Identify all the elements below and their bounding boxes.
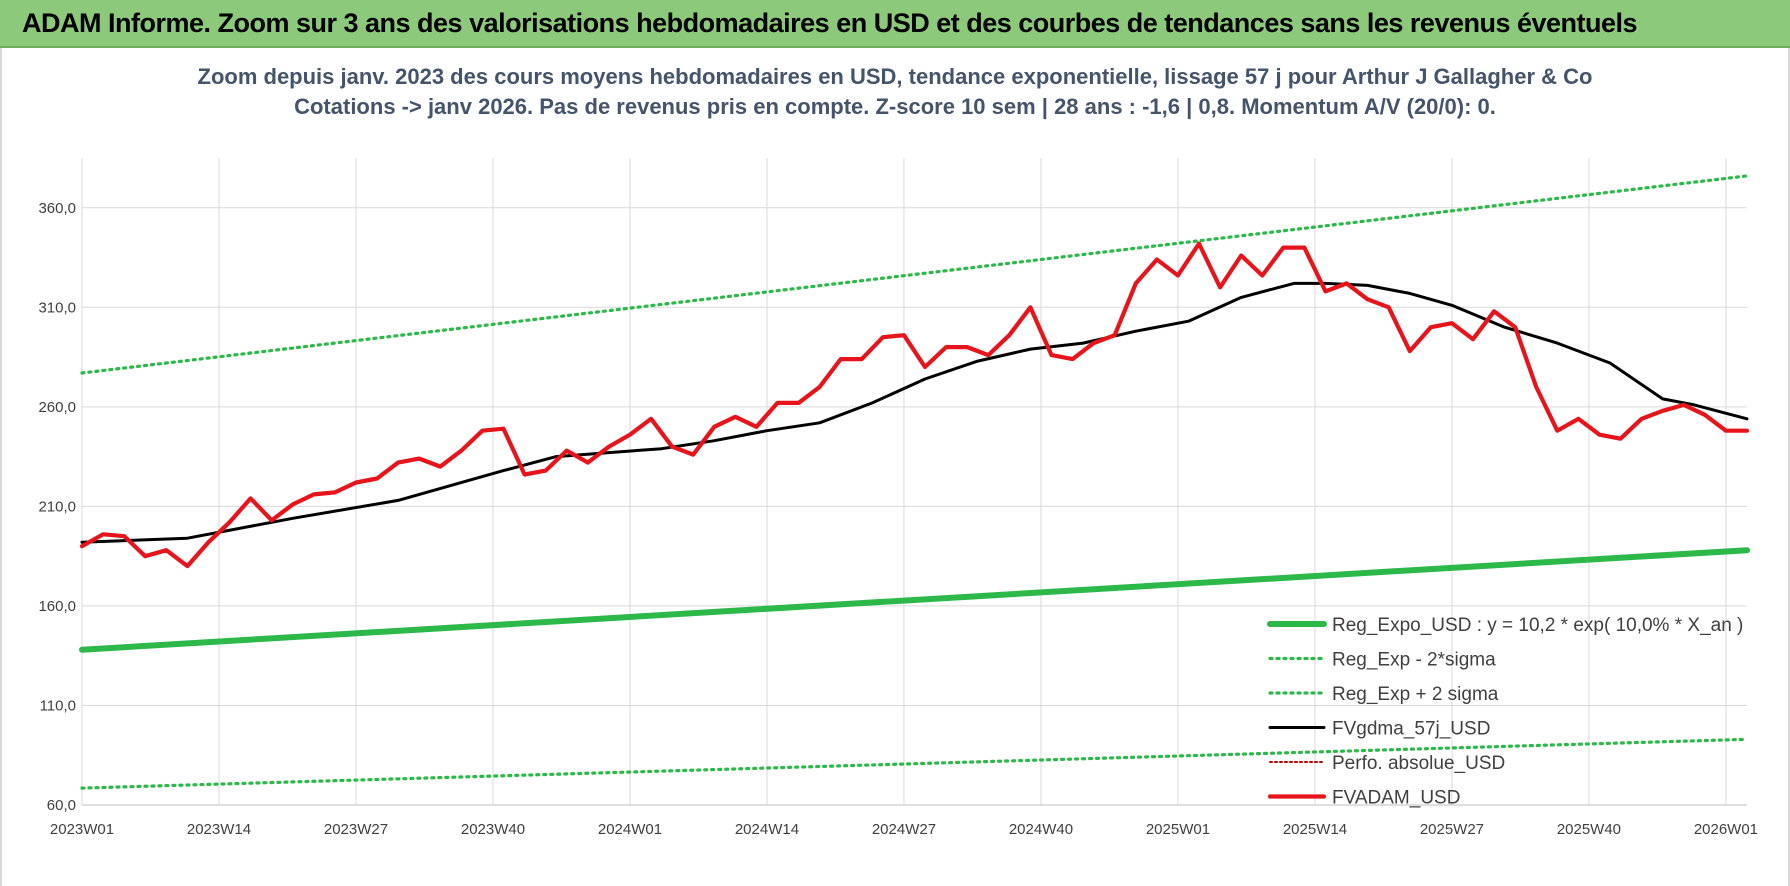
series-layer [79,174,1750,790]
x-tick-label: 2025W01 [1146,821,1210,838]
x-tick-label: 2023W14 [187,821,251,838]
x-tick-label: 2026W01 [1694,821,1758,838]
y-axis: 60,0 110,0 160,0 210,0 260,0 310,0 360,0 [38,200,76,814]
x-tick-label: 2025W40 [1557,821,1621,838]
legend-label-5: FVADAM_USD [1332,788,1460,809]
x-tick-label: 2025W14 [1283,821,1347,838]
legend-label-3: FVgdma_57j_USD [1332,719,1490,740]
series-line-2 [80,174,1749,375]
x-tick-label: 2024W27 [872,821,936,838]
legend-label-2: Reg_Exp + 2 sigma [1332,684,1499,705]
legend-label-1: Reg_Exp - 2*sigma [1332,650,1496,671]
y-tick-label: 60,0 [47,797,76,814]
chart-subtitle: Cotations -> janv 2026. Pas de revenus p… [294,94,1496,119]
x-tick-label: 2023W27 [324,821,388,838]
grid [81,158,1747,806]
report-title: ADAM Informe. Zoom sur 3 ans des valoris… [22,8,1638,38]
x-tick-label: 2024W14 [735,821,799,838]
x-tick-label: 2025W27 [1420,821,1484,838]
y-tick-label: 260,0 [38,399,76,416]
x-tick-label: 2024W40 [1009,821,1073,838]
series-line-1 [80,737,1749,790]
x-tick-label: 2024W01 [598,821,662,838]
x-tick-label: 2023W40 [461,821,525,838]
legend-label-0: Reg_Expo_USD : y = 10,2 * exp( 10,0% * X… [1332,615,1743,636]
y-tick-label: 110,0 [40,697,76,714]
y-tick-label: 360,0 [38,200,76,217]
legend: Reg_Expo_USD : y = 10,2 * exp( 10,0% * X… [1267,615,1743,809]
report-banner: ADAM Informe. Zoom sur 3 ans des valoris… [0,0,1790,48]
x-tick-label: 2023W01 [50,821,114,838]
legend-label-4: Perfo. absolue_USD [1332,753,1505,774]
y-tick-label: 160,0 [38,598,76,615]
series-line-0 [79,547,1750,653]
chart-svg: Zoom depuis janv. 2023 des cours moyens … [38,64,1758,838]
series-line-3 [80,281,1749,544]
chart-frame: Zoom depuis janv. 2023 des cours moyens … [0,48,1790,886]
chart-title: Zoom depuis janv. 2023 des cours moyens … [198,64,1593,89]
x-axis: 2023W01 2023W14 2023W27 2023W40 2024W01 2024W… [50,804,1758,838]
y-tick-label: 210,0 [38,498,76,515]
series-line-5 [79,241,1750,569]
y-tick-label: 310,0 [38,299,76,316]
